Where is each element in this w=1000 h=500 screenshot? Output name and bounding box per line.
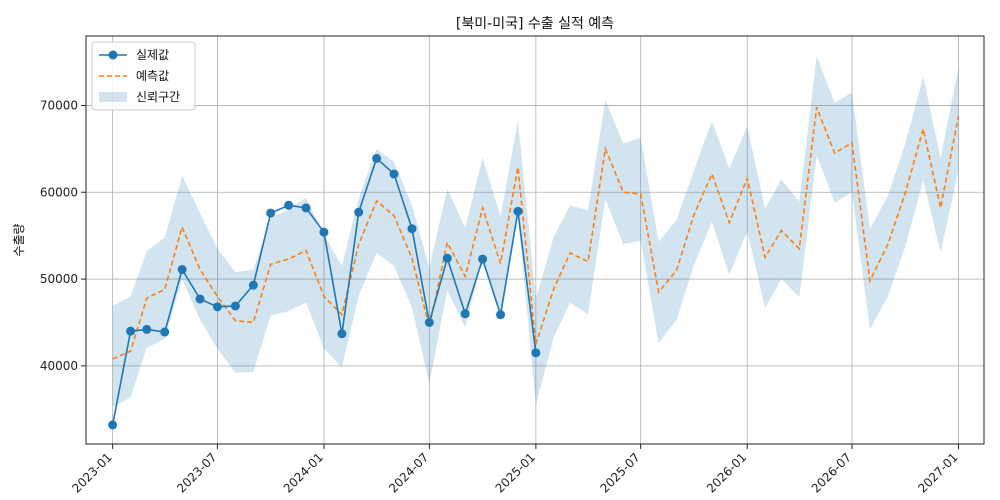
actual-point (354, 207, 364, 217)
legend-actual-label: 실제값 (136, 48, 169, 62)
actual-point (337, 329, 347, 339)
actual-point (424, 317, 434, 327)
y-tick-label: 60000 (40, 185, 78, 199)
plot-frame (85, 35, 985, 445)
y-tick-label: 70000 (40, 98, 78, 112)
actual-point (478, 254, 488, 264)
confidence-band-layer (112, 55, 959, 408)
actual-point (442, 253, 452, 263)
actual-point (496, 310, 506, 320)
actual-point (230, 301, 240, 311)
actual-point (266, 208, 276, 218)
actual-point (407, 224, 417, 234)
legend-box (91, 41, 196, 111)
actual-line-layer (108, 153, 541, 430)
legend-actual-marker (108, 50, 118, 60)
actual-point (513, 206, 523, 216)
legend-forecast-label: 예측값 (136, 69, 169, 83)
y-axis-ticks: 40000 50000 60000 70000 (40, 98, 86, 373)
y-tick-label: 50000 (40, 272, 78, 286)
actual-point (212, 302, 222, 312)
actual-point (319, 227, 329, 237)
confidence-band (112, 55, 959, 408)
actual-point (389, 169, 399, 179)
actual-point (195, 294, 205, 304)
actual-point (248, 280, 258, 290)
actual-point (160, 327, 170, 337)
actual-point (372, 153, 382, 163)
actual-point (284, 200, 294, 210)
y-tick-label: 40000 (40, 359, 78, 373)
actual-point (142, 324, 152, 334)
actual-point (301, 203, 311, 213)
actual-point (460, 309, 470, 319)
actual-point (531, 348, 541, 358)
y-axis-label: 수출량 (12, 223, 26, 256)
forecast-line-layer (112, 106, 960, 360)
forecast-line (112, 106, 960, 360)
actual-point (108, 420, 118, 430)
actual-point (177, 265, 187, 275)
legend-band-swatch (99, 92, 127, 102)
grid (86, 36, 984, 444)
actual-point (126, 326, 136, 336)
legend-band-label: 신뢰구간 (136, 90, 180, 104)
chart-title: [북미-미국] 수출 실적 예측 (456, 16, 614, 32)
legend: 실제값 예측값 신뢰구간 (91, 41, 196, 111)
